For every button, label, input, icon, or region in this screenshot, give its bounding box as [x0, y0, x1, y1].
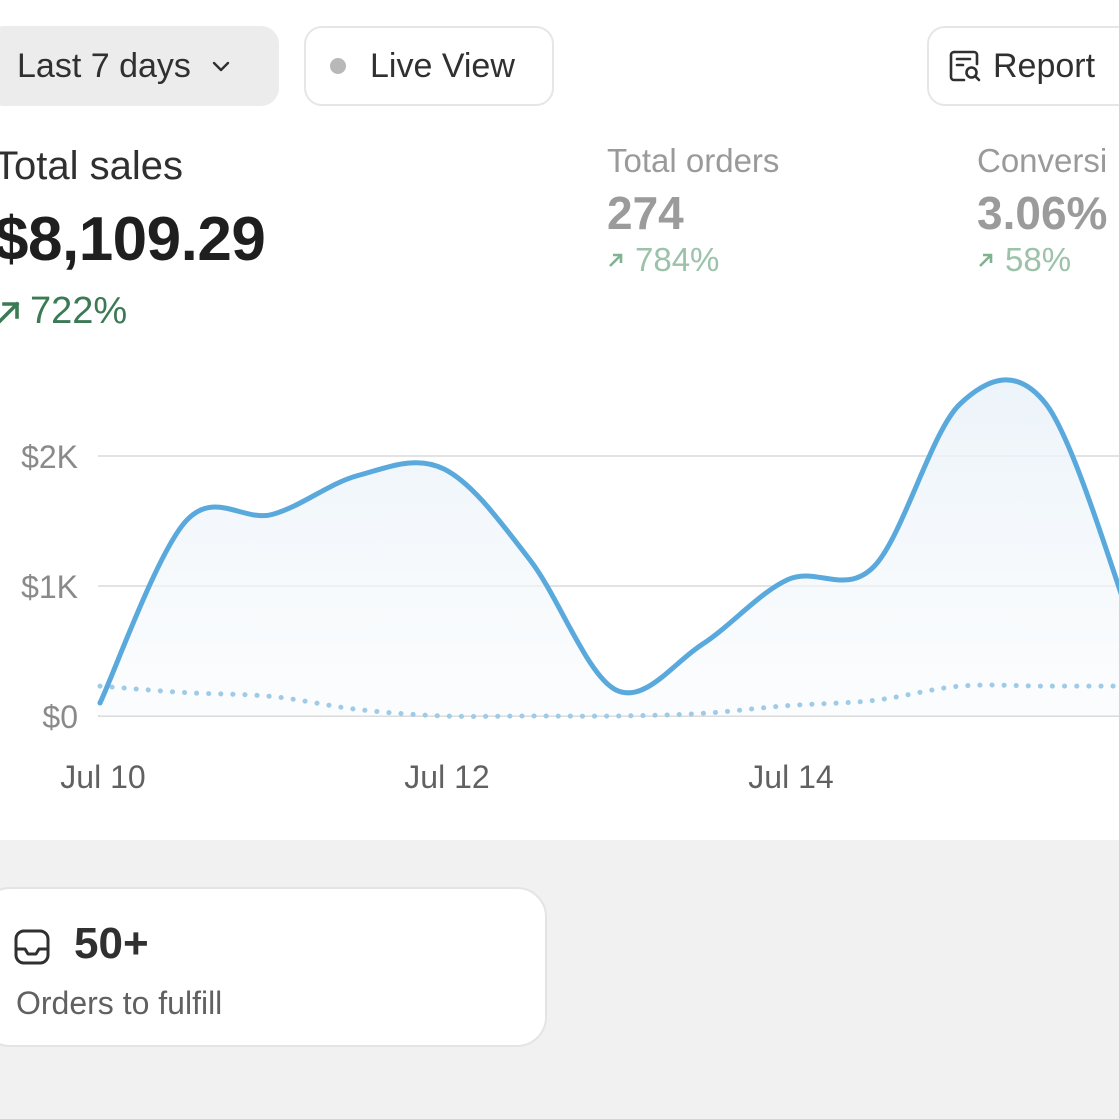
report-label: Report [993, 46, 1096, 85]
report-button[interactable]: Report [927, 26, 1119, 106]
total-orders-change-text: 784% [635, 241, 720, 278]
total-sales-change-text: 722% [30, 290, 128, 332]
trend-up-icon [609, 253, 623, 267]
sales-area-fill [100, 379, 1119, 716]
toolbar: Last 7 days Live View Report [0, 26, 1119, 108]
total-sales-change: 722% [0, 290, 127, 333]
x-tick-label: Jul 10 [60, 759, 145, 795]
total-orders-title[interactable]: Total orders [607, 142, 780, 179]
chevron-down-icon [212, 61, 230, 72]
conversion-title[interactable]: Conversi [977, 142, 1108, 179]
y-tick-label: $2K [21, 439, 78, 475]
conversion-change-text: 58% [1005, 241, 1072, 278]
total-orders-value: 274 [607, 187, 684, 239]
total-sales-title[interactable]: Total sales [0, 144, 183, 188]
sales-series-line [97, 377, 1119, 706]
conversion-value: 3.06% [977, 187, 1108, 239]
live-status-dot-icon [330, 58, 346, 74]
inbox-icon [14, 929, 50, 965]
report-search-icon [949, 50, 981, 82]
conversion-change: 58% [977, 241, 1071, 279]
date-range-button[interactable]: Last 7 days [0, 26, 279, 106]
orders-to-fulfill-card[interactable]: 50+ Orders to fulfill [0, 887, 547, 1047]
sales-line-chart: $0 $1K $2K Jul 10 Jul 12 Jul 14 [21, 377, 1119, 795]
x-tick-label: Jul 12 [404, 759, 489, 795]
orders-to-fulfill-label: Orders to fulfill [16, 985, 223, 1021]
x-tick-label: Jul 14 [748, 759, 833, 795]
live-view-button[interactable]: Live View [304, 26, 554, 106]
trend-up-icon [979, 253, 993, 267]
trend-up-icon [0, 300, 20, 324]
live-view-label: Live View [370, 46, 515, 85]
total-orders-change: 784% [607, 241, 719, 279]
y-tick-label: $0 [42, 699, 78, 735]
y-tick-label: $1K [21, 569, 78, 605]
date-range-label: Last 7 days [17, 46, 191, 85]
orders-to-fulfill-count: 50+ [74, 919, 149, 968]
total-sales-value: $8,109.29 [0, 205, 266, 274]
